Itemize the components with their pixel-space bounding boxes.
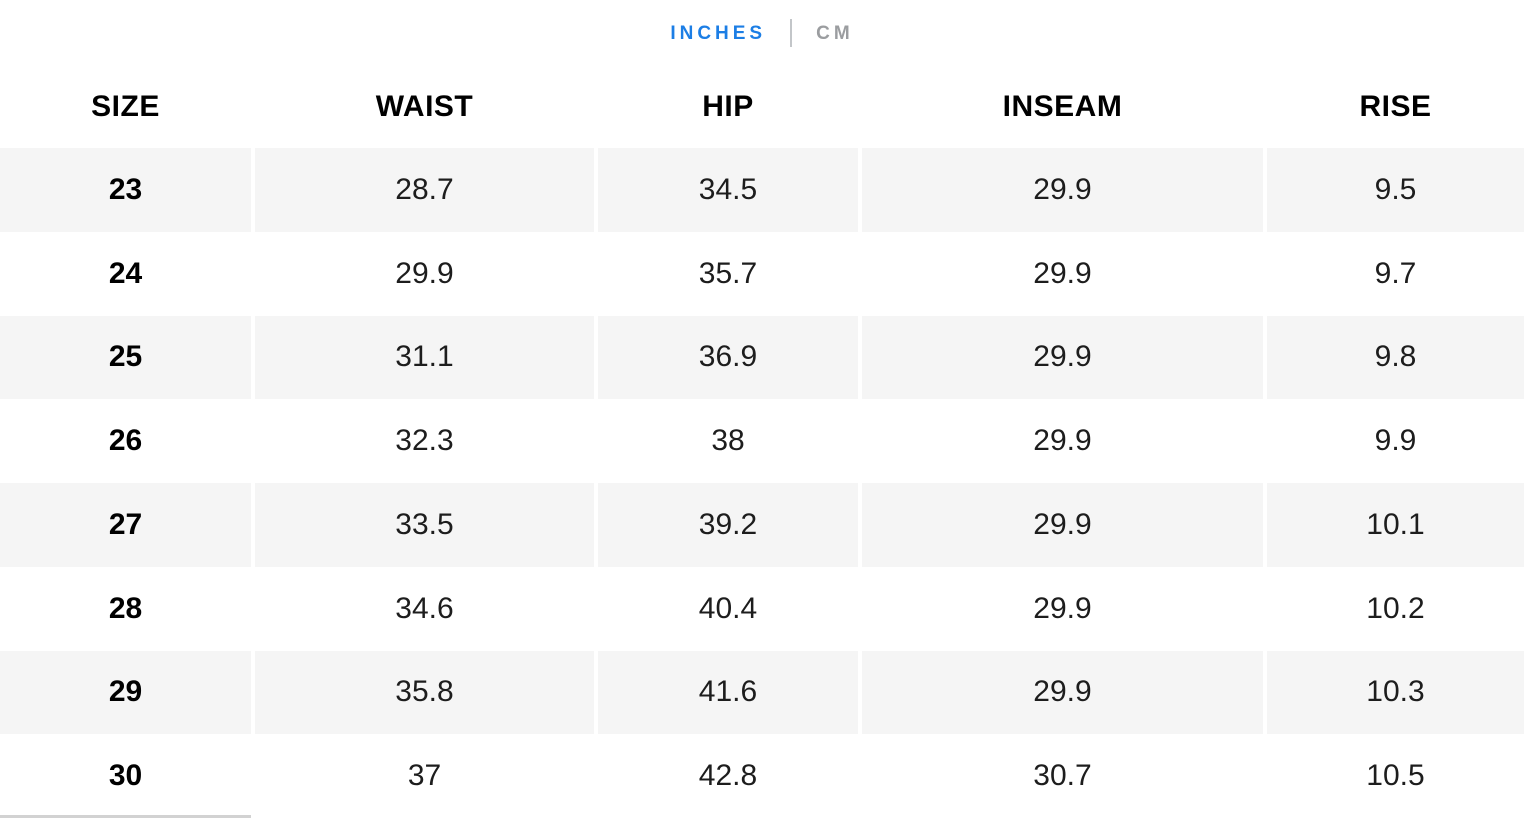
column-header-size: SIZE [91, 90, 160, 123]
horizontal-scrollbar-thumb[interactable] [0, 815, 251, 818]
rise-cell: 10.5 [1366, 759, 1425, 793]
inseam-cell: 29.9 [862, 650, 1263, 735]
waist-cell: 28.7 [255, 148, 594, 232]
rise-cell: 10.2 [1366, 591, 1425, 625]
waist-cell: 35.8 [255, 650, 594, 735]
column-header-hip: HIP [702, 90, 754, 123]
hip-cell: 36.9 [598, 315, 858, 400]
waist-cell: 29.9 [395, 256, 454, 290]
inches-tab[interactable]: INCHES [670, 22, 767, 44]
waist-cell: 37 [407, 759, 442, 793]
waist-cell: 31.1 [255, 315, 594, 400]
hip-cell: 39.2 [598, 483, 858, 567]
size-cell: 28 [108, 591, 143, 625]
table-row: 26 32.3 38 29.9 9.9 [0, 399, 1524, 483]
table-header-row: SIZE WAIST HIP INSEAM RISE [0, 66, 1524, 148]
size-cell: 25 [0, 315, 251, 400]
unit-toggle: INCHES CM [0, 0, 1524, 66]
size-cell: 24 [108, 256, 143, 290]
hip-cell: 35.7 [698, 256, 758, 290]
inseam-cell: 30.7 [1033, 759, 1092, 793]
inseam-cell: 29.9 [1033, 424, 1092, 458]
inseam-cell: 29.9 [862, 483, 1263, 567]
table-row: 29 35.8 41.6 29.9 10.3 [0, 650, 1524, 735]
hip-cell: 42.8 [698, 759, 758, 793]
size-cell: 23 [0, 148, 251, 232]
size-cell: 26 [108, 424, 143, 458]
table-row: 23 28.7 34.5 29.9 9.5 [0, 148, 1524, 232]
inseam-cell: 29.9 [862, 315, 1263, 400]
cm-tab[interactable]: CM [816, 22, 854, 44]
hip-cell: 41.6 [598, 650, 858, 735]
hip-cell: 40.4 [698, 591, 758, 625]
inseam-cell: 29.9 [1033, 591, 1092, 625]
table-row: 25 31.1 36.9 29.9 9.8 [0, 315, 1524, 400]
table-row: 28 34.6 40.4 29.9 10.2 [0, 567, 1524, 651]
column-header-rise: RISE [1359, 90, 1432, 123]
hip-cell: 38 [711, 424, 745, 458]
column-header-inseam: INSEAM [1002, 90, 1123, 123]
size-cell: 29 [0, 650, 251, 735]
waist-cell: 33.5 [255, 483, 594, 567]
hip-cell: 34.5 [598, 148, 858, 232]
table-row: 24 29.9 35.7 29.9 9.7 [0, 232, 1524, 316]
table-row: 27 33.5 39.2 29.9 10.1 [0, 483, 1524, 567]
rise-cell: 9.8 [1267, 315, 1524, 400]
waist-cell: 34.6 [395, 591, 454, 625]
waist-cell: 32.3 [395, 424, 454, 458]
rise-cell: 9.5 [1267, 148, 1524, 232]
rise-cell: 9.7 [1374, 256, 1417, 290]
inseam-cell: 29.9 [862, 148, 1263, 232]
unit-toggle-divider [790, 19, 793, 47]
inseam-cell: 29.9 [1033, 256, 1092, 290]
rise-cell: 10.1 [1267, 483, 1524, 567]
rise-cell: 10.3 [1267, 650, 1524, 735]
rise-cell: 9.9 [1374, 424, 1417, 458]
size-cell: 27 [0, 483, 251, 567]
size-cell: 30 [108, 759, 143, 793]
table-row: 30 37 42.8 30.7 10.5 [0, 734, 1524, 818]
column-header-waist: WAIST [375, 90, 474, 123]
